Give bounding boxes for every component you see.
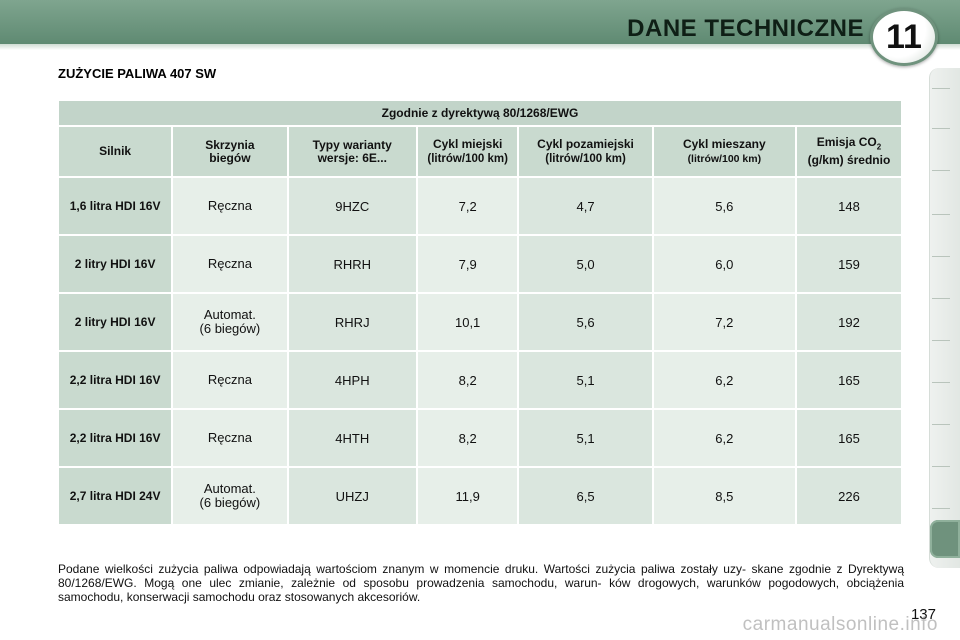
table-caption: Zgodnie z dyrektywą 80/1268/EWG [59, 101, 901, 125]
cell-gearbox: Automat. (6 biegów) [173, 468, 287, 524]
page-header-title: DANE TECHNICZNE [627, 15, 864, 42]
cell-gearbox: Ręczna [173, 236, 287, 292]
section-title: ZUŻYCIE PALIWA 407 SW [58, 66, 217, 81]
cell-engine: 2 litry HDI 16V [59, 294, 172, 350]
header-gearbox: Skrzynia biegów [173, 127, 287, 176]
cell-extra-urban: 5,0 [519, 236, 652, 292]
tab-divider [932, 88, 950, 89]
header-urban-unit: (litrów/100 km) [427, 152, 508, 165]
cell-gearbox: Ręczna [173, 410, 287, 466]
page-number: 137 [910, 606, 936, 623]
cell-combined: 6,2 [653, 352, 795, 408]
cell-urban: 8,2 [417, 352, 518, 408]
gearbox-type: Automat. [203, 307, 256, 322]
tab-divider [932, 170, 950, 171]
footnote-text: Podane wielkości zużycia paliwa odpowiad… [58, 562, 904, 604]
header-combined-label: Cykl mieszany [682, 136, 766, 151]
header-combined: Cykl mieszany (litrów/100 km) [653, 127, 795, 176]
cell-urban: 7,2 [417, 178, 518, 234]
tab-divider [932, 128, 950, 129]
cell-variant: 4HTH [288, 410, 416, 466]
tab-divider [932, 508, 950, 509]
cell-urban: 10,1 [417, 294, 518, 350]
header-extra-urban-unit: (litrów/100 km) [545, 152, 626, 165]
cell-co2: 159 [796, 236, 901, 292]
cell-engine: 2,2 litra HDI 16V [59, 352, 172, 408]
tab-divider [932, 382, 950, 383]
header-engine: Silnik [59, 127, 172, 176]
cell-extra-urban: 5,1 [519, 410, 652, 466]
fuel-consumption-table: Zgodnie z dyrektywą 80/1268/EWG Silnik S… [57, 99, 903, 526]
header-variants: Typy warianty wersje: 6E... [288, 127, 416, 176]
cell-combined: 8,5 [653, 468, 795, 524]
cell-co2: 192 [796, 294, 901, 350]
tab-divider [932, 466, 950, 467]
header-co2-label: Emisja CO [816, 135, 877, 150]
cell-urban: 7,9 [417, 236, 518, 292]
header-combined-unit: (litrów/100 km) [687, 152, 762, 165]
gearbox-type: Ręczna [207, 430, 252, 445]
cell-engine: 1,6 litra HDI 16V [59, 178, 172, 234]
gearbox-type: Automat. [203, 481, 256, 496]
chapter-number: 11 [886, 17, 922, 56]
cell-combined: 6,0 [653, 236, 795, 292]
cell-variant: RHRJ [288, 294, 416, 350]
cell-engine: 2,7 litra HDI 24V [59, 468, 172, 524]
gearbox-detail: (6 biegów) [199, 495, 261, 510]
header-co2: Emisja CO2 (g/km) średnio [796, 127, 901, 176]
cell-variant: RHRH [288, 236, 416, 292]
header-co2-subscript: 2 [876, 142, 882, 152]
cell-urban: 8,2 [417, 410, 518, 466]
cell-gearbox: Ręczna [173, 352, 287, 408]
cell-extra-urban: 4,7 [519, 178, 652, 234]
gearbox-type: Ręczna [207, 198, 252, 213]
table-row: 2,2 litra HDI 16V Ręczna 4HPH 8,2 5,1 6,2 165 [59, 352, 901, 408]
chapter-tab-active[interactable] [930, 520, 960, 558]
tab-divider [932, 256, 950, 257]
header-extra-urban-label: Cykl pozamiejski [537, 136, 634, 151]
cell-variant: 9HZC [288, 178, 416, 234]
chapter-badge: 11 [870, 8, 938, 66]
table-body: 1,6 litra HDI 16V Ręczna 9HZC 7,2 4,7 5,6 148 2… [59, 178, 901, 524]
table-row: 2 litry HDI 16V Automat. (6 biegów) RHRJ 10,… [59, 294, 901, 350]
cell-gearbox: Ręczna [173, 178, 287, 234]
cell-extra-urban: 5,6 [519, 294, 652, 350]
gearbox-detail: (6 biegów) [199, 321, 261, 336]
cell-gearbox: Automat. (6 biegów) [173, 294, 287, 350]
header-urban: Cykl miejski (litrów/100 km) [417, 127, 518, 176]
tab-divider [932, 298, 950, 299]
cell-co2: 165 [796, 410, 901, 466]
header-band [0, 0, 960, 50]
header-extra-urban: Cykl pozamiejski (litrów/100 km) [519, 127, 652, 176]
chapter-tab-strip [929, 68, 960, 568]
gearbox-type: Ręczna [207, 372, 252, 387]
table-row: 1,6 litra HDI 16V Ręczna 9HZC 7,2 4,7 5,6 148 [59, 178, 901, 234]
cell-extra-urban: 5,1 [519, 352, 652, 408]
cell-extra-urban: 6,5 [519, 468, 652, 524]
header-co2-unit: (g/km) średnio [807, 152, 891, 167]
tab-divider [932, 424, 950, 425]
cell-combined: 6,2 [653, 410, 795, 466]
gearbox-type: Ręczna [207, 256, 252, 271]
table-row: 2,2 litra HDI 16V Ręczna 4HTH 8,2 5,1 6,2 165 [59, 410, 901, 466]
watermark: carmanualsonline.info [742, 614, 938, 635]
cell-variant: UHZJ [288, 468, 416, 524]
header-urban-label: Cykl miejski [432, 136, 503, 151]
cell-combined: 7,2 [653, 294, 795, 350]
cell-urban: 11,9 [417, 468, 518, 524]
cell-engine: 2 litry HDI 16V [59, 236, 172, 292]
cell-engine: 2,2 litra HDI 16V [59, 410, 172, 466]
tab-divider [932, 214, 950, 215]
cell-variant: 4HPH [288, 352, 416, 408]
cell-co2: 226 [796, 468, 901, 524]
tab-divider [932, 340, 950, 341]
table-row: 2 litry HDI 16V Ręczna RHRH 7,9 5,0 6,0 159 [59, 236, 901, 292]
cell-co2: 148 [796, 178, 901, 234]
cell-combined: 5,6 [653, 178, 795, 234]
cell-co2: 165 [796, 352, 901, 408]
table-row: 2,7 litra HDI 24V Automat. (6 biegów) UHZJ 1… [59, 468, 901, 524]
